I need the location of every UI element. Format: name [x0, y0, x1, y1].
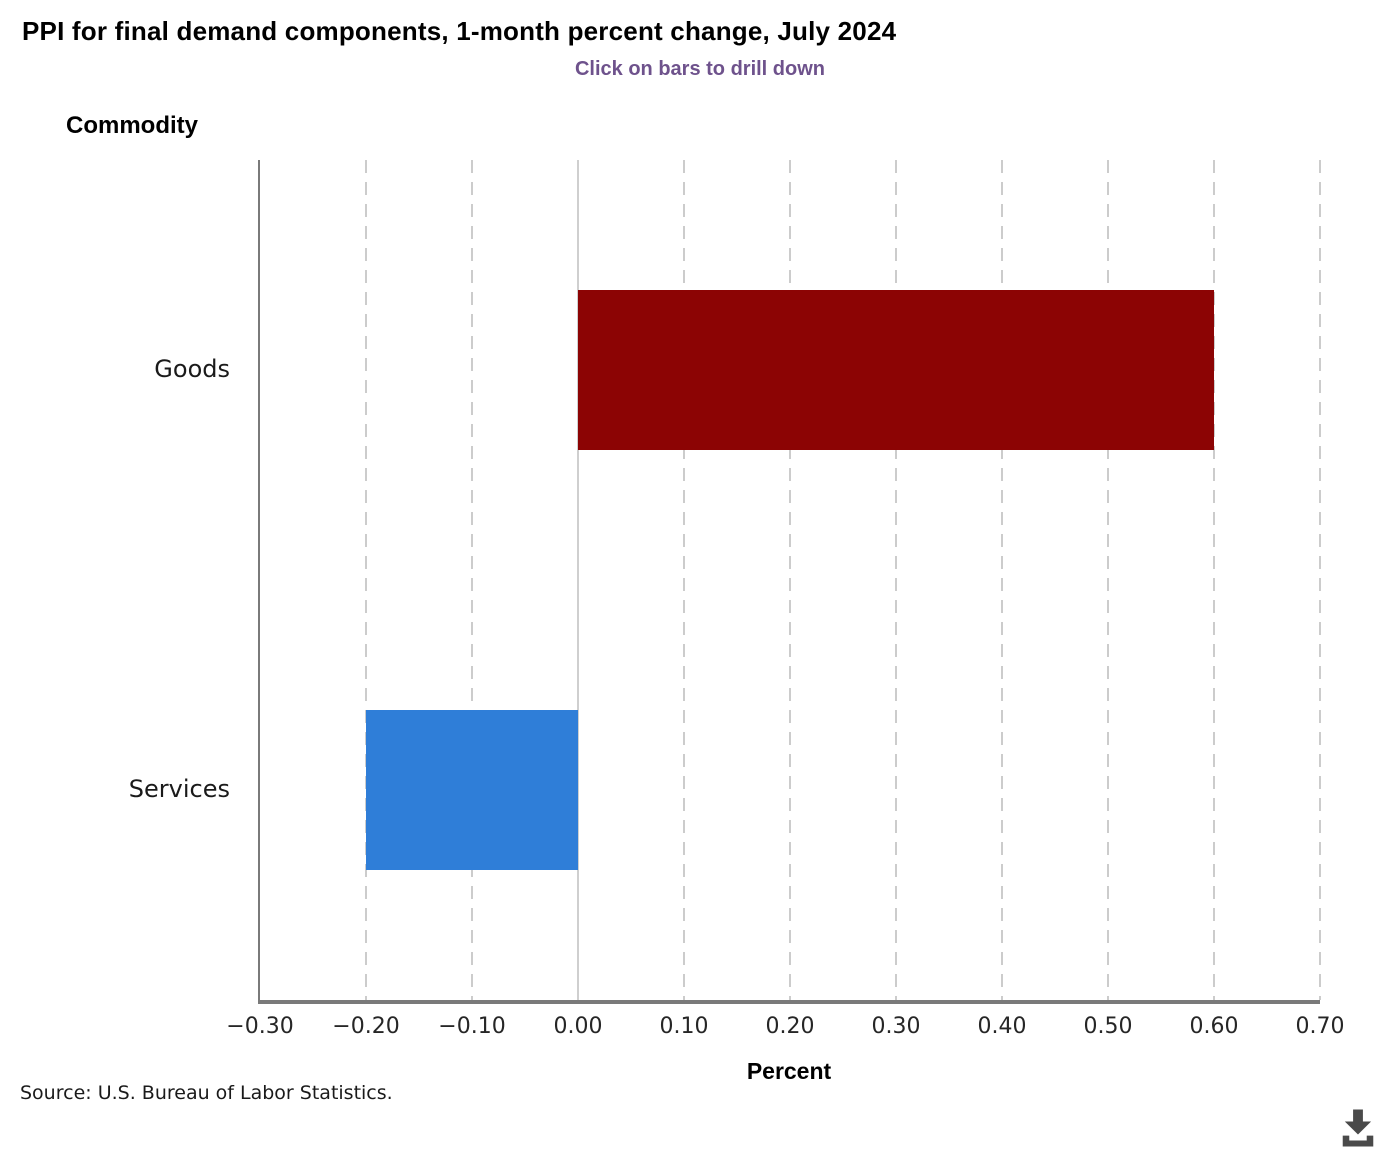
x-tick-label: −0.10	[438, 1014, 506, 1039]
x-tick-label: 0.20	[765, 1014, 815, 1039]
chart-title: PPI for final demand components, 1-month…	[22, 16, 897, 46]
plot-area	[258, 160, 1321, 1004]
x-tick-label: −0.30	[226, 1014, 294, 1039]
x-tick-label: 0.60	[1189, 1014, 1239, 1039]
x-tick-label: 0.10	[659, 1014, 709, 1039]
category-labels: Goods Services	[0, 160, 230, 1000]
category-label-goods: Goods	[154, 355, 230, 383]
source-text: Source: U.S. Bureau of Labor Statistics.	[20, 1082, 393, 1104]
download-icon	[1342, 1109, 1374, 1147]
gridline	[1319, 160, 1321, 1000]
download-button[interactable]	[1332, 1102, 1384, 1154]
chart-subtitle: Click on bars to drill down	[574, 58, 826, 80]
x-tick-label: −0.20	[332, 1014, 400, 1039]
zero-gridline	[577, 160, 579, 1000]
x-axis-tick-labels: −0.30 −0.20 −0.10 0.00 0.10 0.20 0.30 0.40 0.50 0…	[226, 1014, 1344, 1046]
bar-goods[interactable]	[578, 290, 1214, 450]
gridline	[365, 160, 367, 1000]
gridline	[471, 160, 473, 1000]
x-tick-label: 0.70	[1295, 1014, 1345, 1039]
x-axis-title: Percent	[746, 1058, 832, 1084]
x-tick-label: 0.00	[553, 1014, 603, 1039]
gridline	[895, 160, 897, 1000]
x-tick-label: 0.30	[871, 1014, 921, 1039]
category-label-services: Services	[128, 775, 230, 803]
x-tick-label: 0.40	[977, 1014, 1027, 1039]
gridline	[683, 160, 685, 1000]
bar-services[interactable]	[366, 710, 578, 870]
gridline	[789, 160, 791, 1000]
y-axis-title: Commodity	[66, 112, 198, 139]
gridline	[1213, 160, 1215, 1000]
x-tick-label: 0.50	[1083, 1014, 1133, 1039]
gridline	[1107, 160, 1109, 1000]
gridline	[1001, 160, 1003, 1000]
